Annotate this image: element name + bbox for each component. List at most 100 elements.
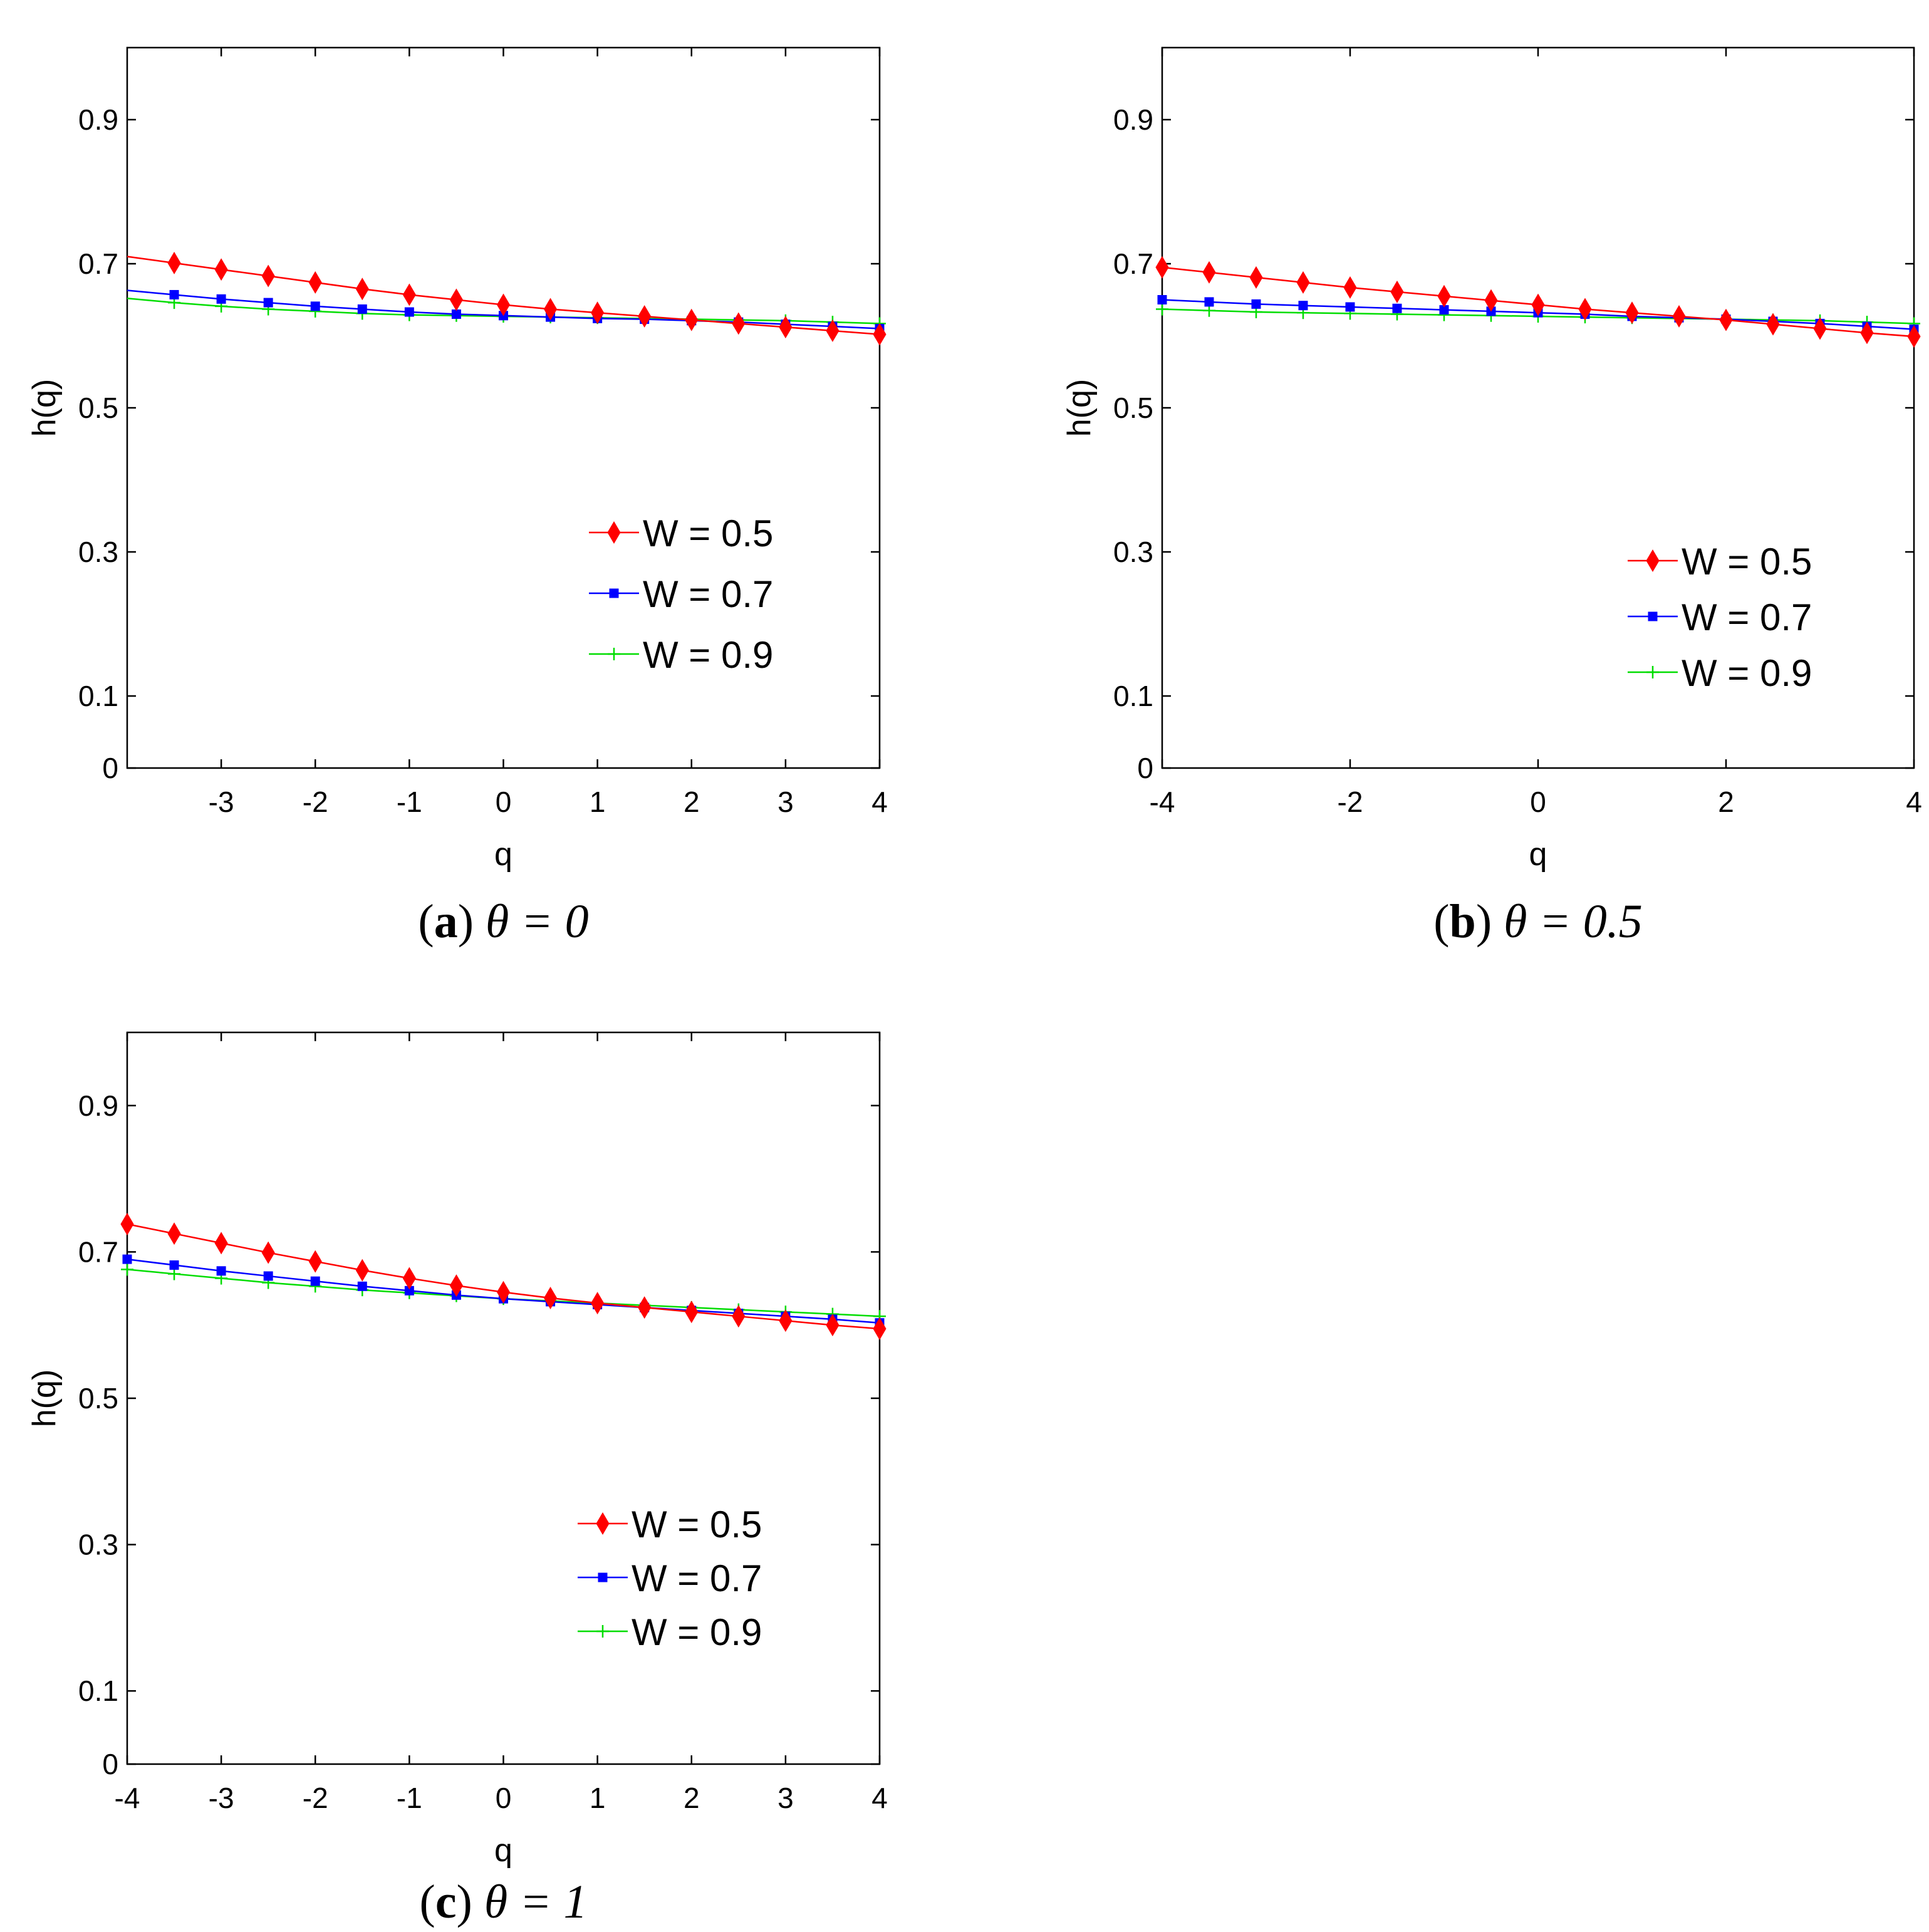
data-point <box>169 289 179 299</box>
data-point <box>216 1266 226 1276</box>
x-tick-label: 0 <box>1530 786 1546 818</box>
axes-box <box>126 46 881 769</box>
y-tick-label: 0.7 <box>78 247 118 280</box>
subplot-caption: (a) θ = 0 <box>418 895 588 948</box>
data-point <box>1813 317 1827 340</box>
data-point <box>404 307 414 317</box>
x-tick-label: 0 <box>496 786 512 818</box>
data-point <box>1345 302 1355 312</box>
data-point <box>1625 301 1639 325</box>
x-tick-label: 3 <box>777 1782 794 1814</box>
caption-letter: a <box>434 895 458 948</box>
series-W-0-5 <box>120 1213 887 1341</box>
data-point <box>1484 289 1498 312</box>
x-tick-label: -2 <box>1338 786 1363 818</box>
y-tick-label: 0.7 <box>1113 247 1153 280</box>
data-point <box>169 1260 179 1270</box>
data-point <box>1531 293 1545 316</box>
legend-marker <box>596 1625 609 1638</box>
data-point <box>214 1232 228 1255</box>
data-point <box>357 1281 367 1291</box>
y-tick-label: 0.3 <box>78 536 118 568</box>
data-point <box>263 1271 273 1281</box>
data-point <box>779 1309 793 1332</box>
data-point <box>449 288 464 311</box>
legend: W = 0.5 W = 0.7 W = 0.9 <box>578 1504 762 1653</box>
data-point <box>402 283 416 306</box>
legend: W = 0.5 W = 0.7 W = 0.9 <box>589 512 773 676</box>
x-tick-label: 4 <box>871 786 888 818</box>
axes-box <box>126 1031 881 1765</box>
data-point <box>121 1263 133 1276</box>
data-point <box>496 1280 511 1304</box>
y-tick-label: 0.1 <box>78 1675 118 1707</box>
y-tick-label: 0.3 <box>1113 536 1153 568</box>
caption-paren-close: ) <box>457 1876 484 1928</box>
x-tick-label: 0 <box>496 1782 512 1814</box>
y-tick-label: 0.9 <box>1113 103 1153 136</box>
data-point <box>826 319 840 342</box>
data-point <box>638 304 652 328</box>
data-point <box>873 323 887 346</box>
legend-marker <box>598 1572 608 1582</box>
legend: W = 0.5 W = 0.7 W = 0.9 <box>1628 541 1812 694</box>
x-tick-label: -3 <box>209 1782 234 1814</box>
legend-marker <box>609 588 619 598</box>
subplot-b: -4 -2 0 2 400.10.30.50.70.9qh(q)W = 0.5W = 0… <box>1061 46 1922 948</box>
x-tick-label: 2 <box>684 786 700 818</box>
data-point <box>685 1301 699 1324</box>
data-point <box>1437 284 1451 308</box>
y-tick-label: 0.1 <box>1113 680 1153 712</box>
series-W-0-5 <box>127 251 887 346</box>
x-tick-label: -1 <box>397 1782 422 1814</box>
data-point <box>1907 325 1921 348</box>
data-point <box>1251 299 1261 309</box>
caption-math: θ = 1 <box>484 1876 588 1928</box>
x-tick-label: -4 <box>115 1782 140 1814</box>
data-point <box>122 1254 132 1264</box>
data-point <box>543 1286 558 1309</box>
data-point <box>1296 271 1310 294</box>
legend-marker <box>1646 666 1659 678</box>
data-point <box>1202 261 1216 284</box>
data-point <box>216 294 226 304</box>
x-tick-label: 4 <box>871 1782 888 1814</box>
subplot-a: -3 -2 -1 0 1 2 3 400.10.30.50.70.9qh(q)W = 0.5W… <box>26 46 888 948</box>
data-point <box>261 264 275 288</box>
y-axis-label: h(q) <box>1061 379 1098 437</box>
x-axis-label: q <box>494 1832 512 1869</box>
y-axis-label: h(q) <box>26 1369 63 1427</box>
caption-paren-close: ) <box>458 895 486 948</box>
caption-math: θ = 0.5 <box>1504 895 1643 948</box>
data-point <box>779 316 793 339</box>
caption-paren-open: ( <box>420 1876 435 1928</box>
data-point <box>732 1305 746 1328</box>
data-point <box>167 1222 181 1245</box>
y-tick-label: 0 <box>1137 752 1153 784</box>
legend-marker <box>596 1512 610 1535</box>
legend-label: W = 0.5 <box>643 512 773 554</box>
legend-label: W = 0.5 <box>1682 541 1812 583</box>
legend-label: W = 0.7 <box>643 573 773 615</box>
data-point <box>120 1213 134 1236</box>
legend-label: W = 0.9 <box>643 634 773 676</box>
x-tick-label: -2 <box>303 786 328 818</box>
data-point <box>449 1274 464 1297</box>
data-point <box>873 1317 887 1341</box>
data-point <box>826 1314 840 1337</box>
data-point <box>1860 321 1874 345</box>
y-tick-label: 0.7 <box>78 1235 118 1268</box>
caption-paren-open: ( <box>1433 895 1449 948</box>
y-axis-label: h(q) <box>26 379 63 437</box>
data-point <box>1155 256 1169 279</box>
y-tick-label: 0.5 <box>1113 392 1153 424</box>
data-point <box>685 308 699 331</box>
legend-marker <box>608 648 620 660</box>
x-tick-label: 4 <box>1906 786 1922 818</box>
data-point <box>451 309 461 319</box>
data-point <box>402 1267 416 1290</box>
x-tick-label: 3 <box>777 786 794 818</box>
legend-marker <box>1646 549 1660 572</box>
data-point <box>1766 313 1780 336</box>
